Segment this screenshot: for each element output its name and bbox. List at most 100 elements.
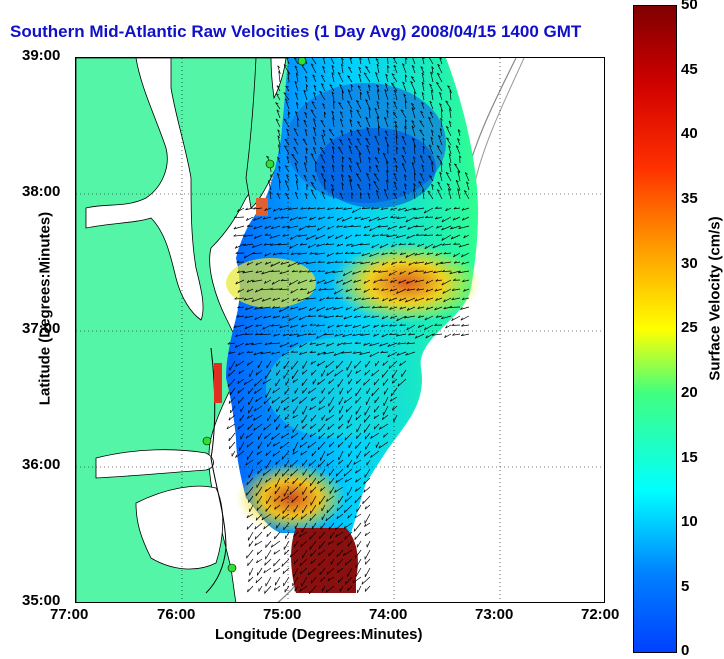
- velocity-arrow: [363, 270, 371, 273]
- velocity-arrow-head: [309, 323, 313, 326]
- velocity-arrow: [454, 261, 461, 264]
- velocity-arrow: [353, 522, 362, 532]
- velocity-arrow-head: [311, 372, 313, 376]
- velocity-arrow: [435, 234, 443, 237]
- velocity-arrow: [247, 414, 254, 419]
- velocity-arrow-head: [383, 188, 387, 192]
- velocity-arrow-head: [386, 101, 390, 105]
- velocity-arrow-head: [246, 415, 250, 419]
- velocity-arrow-head: [336, 343, 340, 346]
- velocity-arrow: [346, 360, 353, 371]
- velocity-arrow-head: [356, 129, 360, 132]
- velocity-arrow: [384, 89, 389, 101]
- velocity-arrow: [292, 369, 299, 379]
- velocity-arrow-head: [379, 343, 382, 347]
- velocity-arrow-head: [281, 563, 284, 567]
- velocity-arrow-head: [305, 84, 309, 87]
- velocity-arrow-head: [246, 280, 250, 283]
- velocity-arrow-head: [390, 316, 393, 319]
- velocity-arrow: [454, 163, 461, 173]
- velocity-arrow-head: [255, 324, 259, 327]
- velocity-arrow: [329, 138, 335, 146]
- velocity-arrow-head: [278, 144, 281, 148]
- velocity-arrow: [366, 459, 371, 466]
- velocity-arrow-head: [253, 427, 256, 431]
- velocity-arrow-head: [272, 453, 275, 457]
- velocity-arrow-head: [358, 152, 362, 156]
- velocity-arrow-head: [344, 536, 346, 540]
- velocity-arrow: [364, 369, 371, 376]
- velocity-arrow: [244, 333, 254, 335]
- velocity-arrow: [288, 261, 299, 267]
- velocity-arrow: [360, 333, 371, 336]
- velocity-arrow: [348, 441, 353, 449]
- velocity-arrow: [429, 111, 434, 119]
- velocity-arrow-head: [379, 245, 382, 249]
- velocity-arrow: [407, 225, 416, 230]
- velocity-arrow: [421, 72, 425, 83]
- velocity-arrow-head: [366, 90, 370, 94]
- velocity-arrow-head: [435, 315, 439, 318]
- velocity-arrow: [396, 315, 407, 322]
- velocity-arrow: [254, 234, 263, 239]
- velocity-arrow-head: [233, 226, 237, 230]
- velocity-arrow: [444, 333, 452, 339]
- velocity-arrow: [414, 333, 425, 339]
- velocity-arrow: [312, 74, 317, 83]
- velocity-arrow-head: [309, 252, 313, 255]
- velocity-arrow: [267, 441, 272, 448]
- velocity-arrow-head: [254, 536, 257, 540]
- velocity-arrow-head: [453, 206, 457, 210]
- velocity-arrow-head: [273, 208, 276, 212]
- velocity-arrow: [293, 128, 299, 137]
- velocity-arrow: [344, 576, 353, 585]
- velocity-arrow-head: [331, 91, 335, 95]
- velocity-arrow-head: [327, 426, 330, 430]
- velocity-arrow: [364, 405, 371, 416]
- velocity-arrow-head: [327, 325, 330, 329]
- velocity-arrow-head: [340, 130, 344, 133]
- velocity-arrow-head: [325, 242, 329, 246]
- velocity-arrow: [414, 279, 425, 283]
- velocity-arrow-head: [289, 325, 293, 328]
- velocity-arrow: [256, 504, 263, 511]
- velocity-arrow: [343, 549, 353, 556]
- velocity-arrow-head: [273, 569, 276, 573]
- velocity-arrow-head: [356, 435, 358, 439]
- velocity-arrow: [249, 567, 254, 576]
- velocity-arrow-head: [318, 428, 320, 432]
- velocity-arrow: [461, 324, 470, 327]
- velocity-arrow: [365, 66, 371, 74]
- velocity-arrow-head: [443, 306, 447, 310]
- velocity-arrow: [324, 279, 335, 285]
- velocity-arrow: [381, 288, 389, 292]
- velocity-arrow: [246, 441, 254, 448]
- velocity-arrow-head: [237, 270, 240, 273]
- velocity-arrow: [233, 234, 245, 237]
- velocity-arrow: [356, 423, 362, 433]
- velocity-arrow: [420, 110, 425, 119]
- velocity-arrow: [396, 234, 407, 239]
- velocity-arrow: [356, 432, 362, 439]
- velocity-arrow-head: [293, 128, 297, 131]
- velocity-arrow: [292, 297, 299, 302]
- velocity-arrow-head: [399, 252, 403, 256]
- velocity-arrow-head: [375, 58, 379, 61]
- velocity-arrow-head: [274, 498, 276, 502]
- velocity-arrow: [392, 378, 398, 384]
- velocity-arrow: [440, 162, 443, 173]
- velocity-arrow-head: [245, 307, 248, 311]
- velocity-arrow-head: [357, 85, 361, 88]
- velocity-arrow-head: [363, 225, 367, 229]
- velocity-arrow-head: [366, 144, 370, 148]
- velocity-arrow-head: [255, 517, 258, 521]
- velocity-arrow-head: [446, 126, 450, 129]
- velocity-arrow: [436, 145, 443, 155]
- velocity-arrow: [308, 459, 317, 467]
- velocity-arrow: [383, 387, 389, 395]
- velocity-arrow: [339, 84, 344, 92]
- velocity-arrow-head: [440, 261, 444, 264]
- velocity-arrow: [368, 107, 371, 119]
- velocity-arrow: [326, 342, 335, 347]
- velocity-arrow-head: [424, 317, 427, 321]
